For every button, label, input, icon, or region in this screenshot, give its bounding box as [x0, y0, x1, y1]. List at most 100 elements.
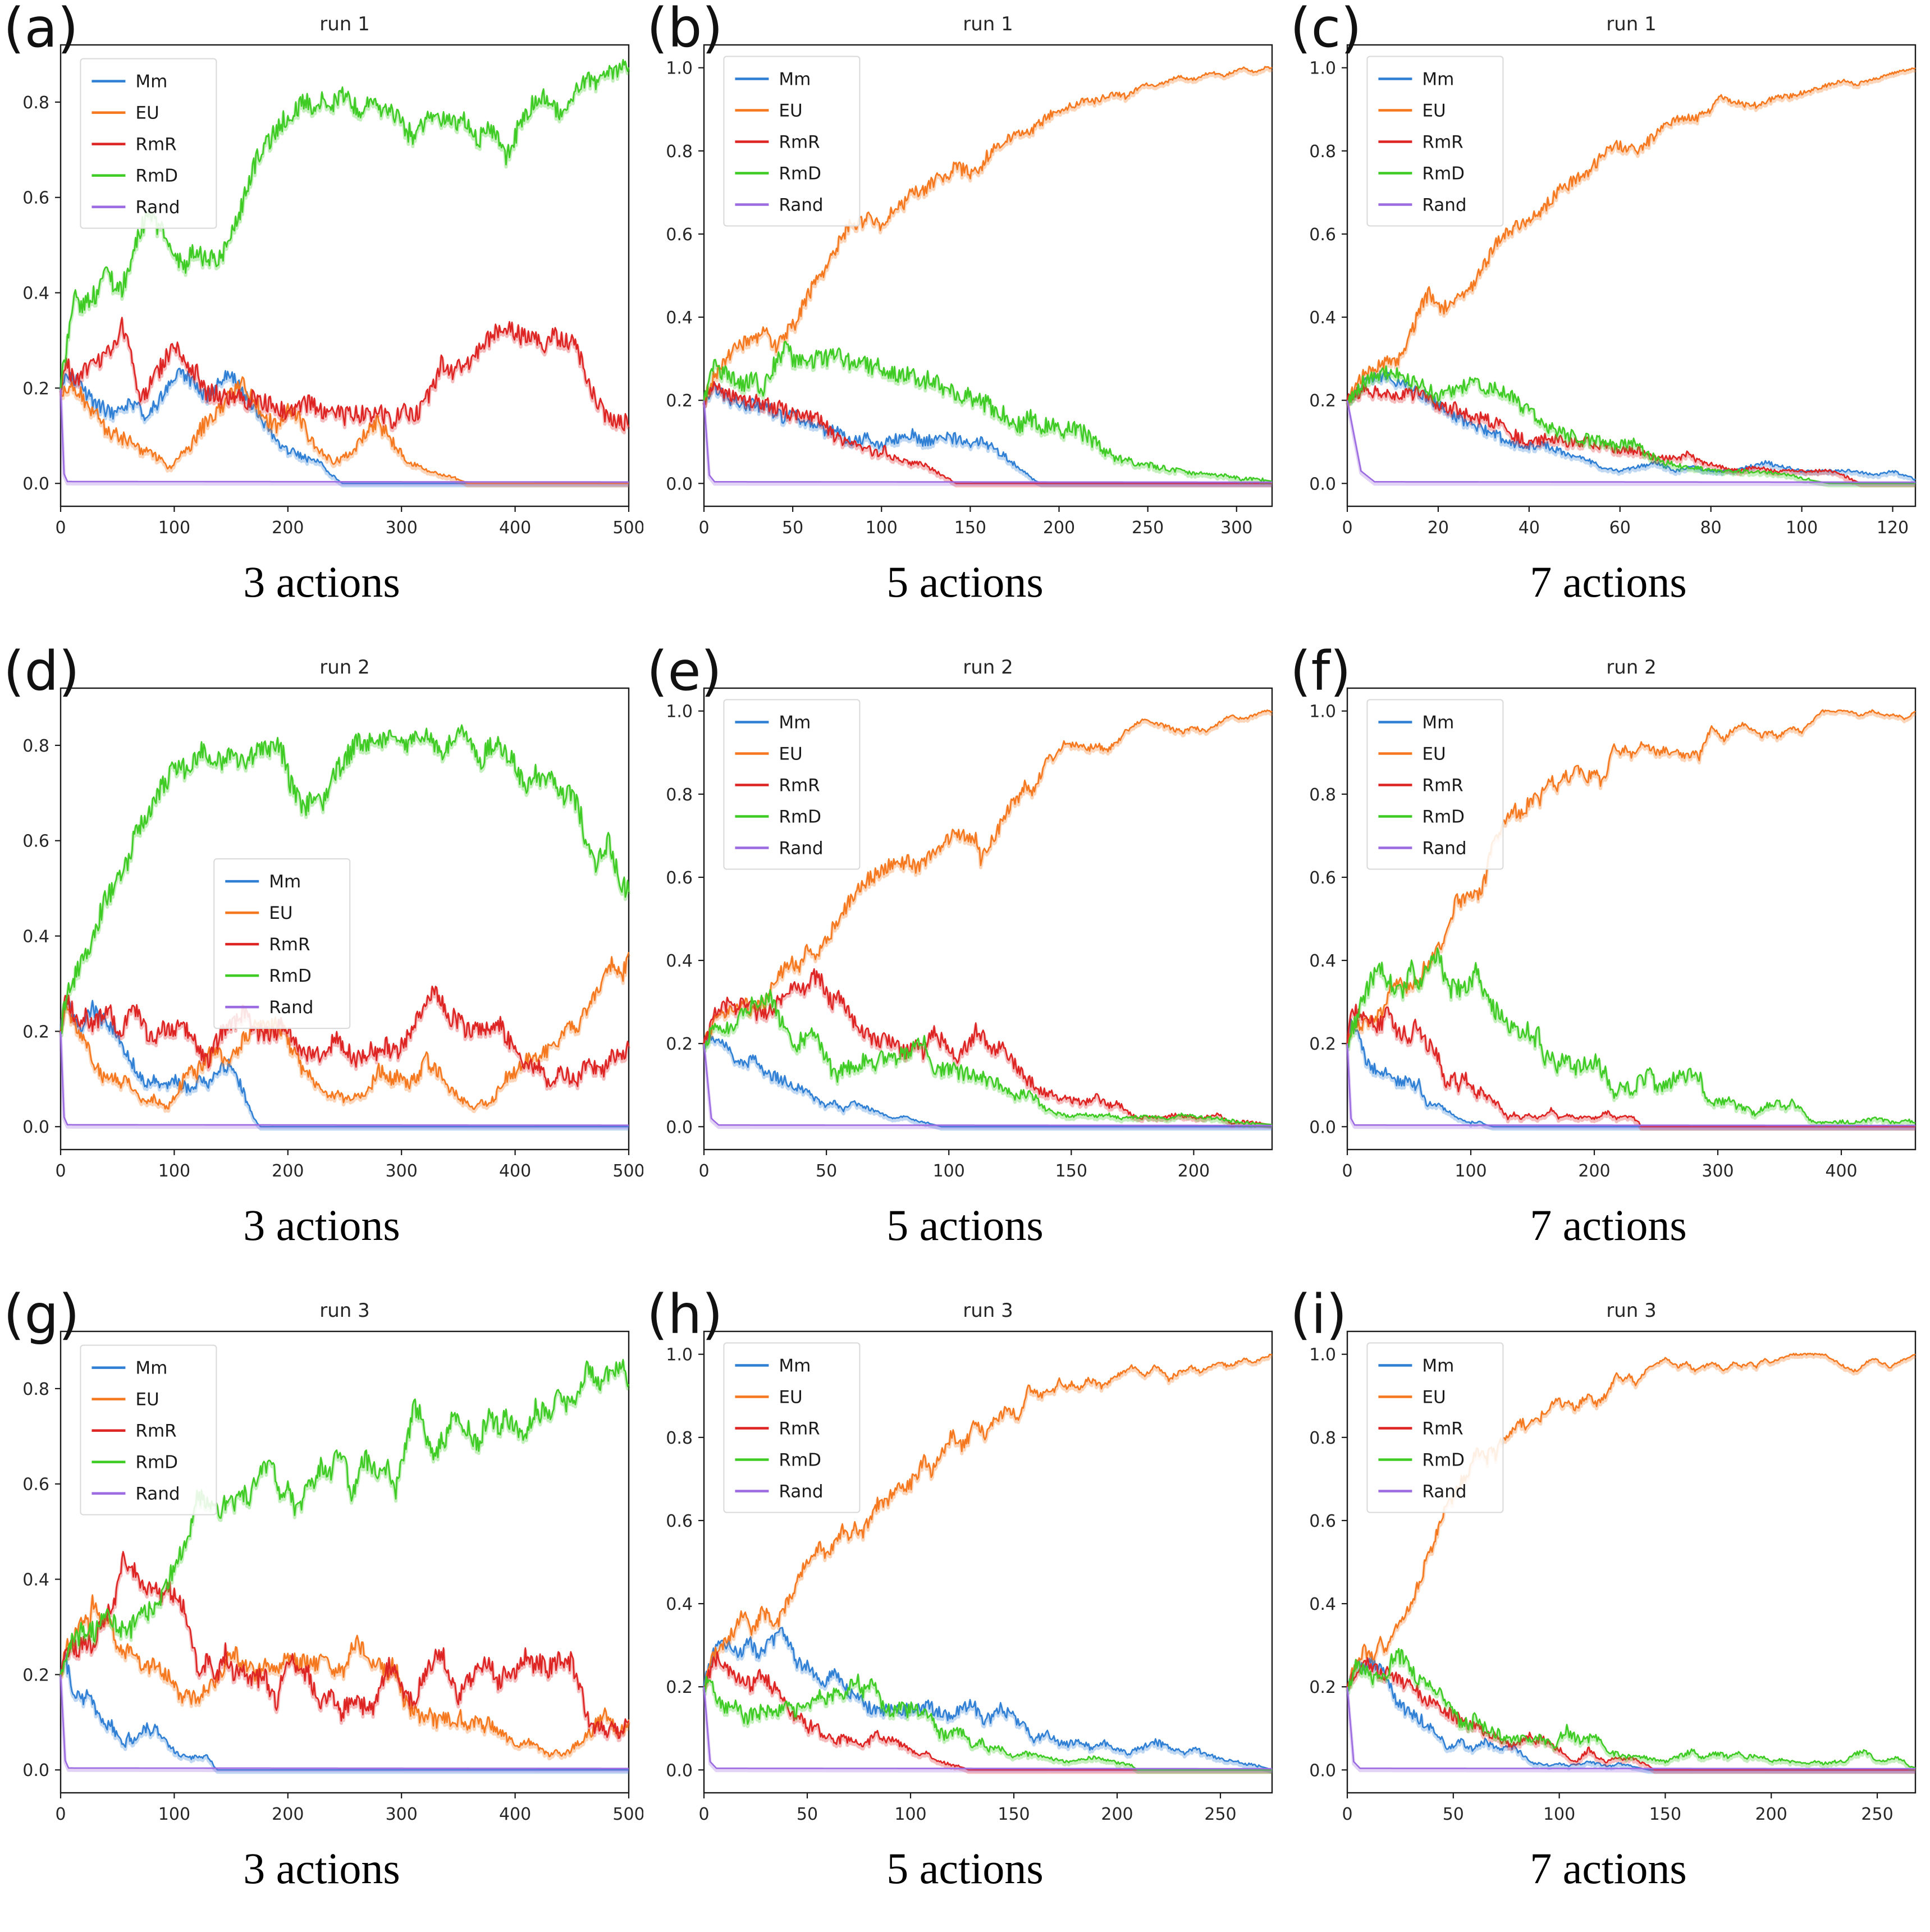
y-tick-label: 0.6 — [1309, 225, 1336, 245]
y-tick-label: 0.6 — [22, 189, 49, 208]
legend-box — [723, 1342, 861, 1513]
legend-label: RmR — [779, 132, 820, 153]
series-line-Mm — [1347, 1656, 1915, 1771]
panel-caption: 3 actions — [243, 557, 400, 606]
series-line-EU — [703, 709, 1273, 1044]
panel-caption: 5 actions — [886, 1201, 1044, 1249]
series-halo-Rand — [702, 402, 1273, 486]
chart-title: run 1 — [963, 13, 1013, 35]
x-tick-label: 200 — [272, 518, 304, 538]
legend: Mm EU RmR RmD Rand — [1366, 1342, 1504, 1513]
legend: Mm EU RmR RmD Rand — [723, 1342, 861, 1513]
legend-label: RmD — [779, 164, 821, 184]
x-tick-label: 50 — [1443, 1805, 1464, 1824]
series-line-RmR — [703, 968, 1273, 1125]
panel-letter: (c) — [1290, 0, 1362, 59]
series-halo-RmR — [703, 1652, 1273, 1774]
legend-label: RmD — [779, 1450, 821, 1471]
legend: Mm EU RmR RmD Rand — [1366, 699, 1504, 870]
series-line-EU — [703, 66, 1273, 405]
series-line-Rand — [60, 1031, 629, 1126]
series-halo-EU — [702, 67, 1273, 408]
x-tick-label: 100 — [894, 1805, 926, 1824]
series-line-RmD — [60, 1359, 630, 1675]
y-tick-label: 0.4 — [22, 927, 49, 947]
panel-g: (g) run 3 0 100 200 300 400 500 0.0 0.2 0.4 0.6 0.8 M… — [0, 1287, 643, 1930]
x-tick-label: 20 — [1428, 518, 1449, 538]
y-tick-label: 0.0 — [666, 1761, 693, 1780]
series-line-EU — [60, 376, 629, 484]
legend-label: Mm — [779, 713, 811, 733]
line-chart: run 3 0 50 100 150 200 250 0.0 0.2 0.4 0.6 0.8 1.0 Mm… — [666, 1299, 1273, 1824]
legend-label: EU — [1422, 101, 1446, 121]
y-tick-label: 1.0 — [666, 702, 693, 722]
x-tick-label: 0 — [698, 518, 709, 538]
series-halo-Rand — [702, 1688, 1273, 1773]
series-line-RmR — [60, 317, 630, 432]
x-tick-label: 0 — [1342, 518, 1352, 538]
legend-label: EU — [779, 744, 802, 764]
series-halo-RmR — [1346, 1658, 1916, 1774]
y-tick-label: 0.4 — [666, 1595, 693, 1614]
legend-label: RmR — [779, 776, 820, 796]
series-halo-RmD — [702, 1674, 1273, 1774]
axes-frame — [60, 1330, 630, 1794]
legend-label: RmD — [135, 166, 178, 186]
y-tick-label: 0.2 — [1309, 1034, 1336, 1054]
panel-caption: 3 actions — [243, 1844, 400, 1893]
y-tick-label: 0.8 — [666, 142, 693, 162]
series-line-Mm — [60, 1651, 629, 1771]
panel-f: (f) run 2 0 100 200 300 400 0.0 0.2 0.4 0.6 0.8 1.0 M… — [1287, 643, 1930, 1287]
x-tick-label: 0 — [1342, 1805, 1352, 1824]
panel-letter: (e) — [647, 640, 722, 703]
legend-label: EU — [779, 101, 802, 121]
panel-i: (i) run 3 0 50 100 150 200 250 0.0 0.2 0.4 0.6 0.8 1.… — [1287, 1287, 1930, 1930]
x-tick-label: 400 — [499, 1805, 531, 1824]
panel-caption: 5 actions — [886, 1844, 1044, 1893]
y-tick-label: 0.4 — [1309, 951, 1336, 971]
x-tick-label: 100 — [1786, 518, 1818, 538]
x-tick-label: 200 — [272, 1805, 304, 1824]
series-halo-Rand — [1346, 1688, 1916, 1773]
series-halo-EU — [1346, 68, 1917, 409]
legend-label: Mm — [1422, 1356, 1454, 1376]
x-tick-label: 0 — [698, 1805, 709, 1824]
legend-label: Mm — [779, 70, 811, 90]
x-tick-label: 500 — [612, 1161, 643, 1181]
panel-a: (a) run 1 0 100 200 300 400 500 0.0 0.2 0.4 0.6 0.8 M… — [0, 0, 643, 643]
x-tick-label: 100 — [1455, 1161, 1487, 1181]
x-tick-label: 120 — [1877, 518, 1909, 538]
series-halo-Rand — [702, 1045, 1273, 1129]
chart-title: run 2 — [1606, 656, 1657, 679]
legend-label: Mm — [135, 72, 167, 92]
series-halo-Rand — [59, 390, 629, 486]
legend-label: RmD — [779, 807, 821, 827]
series-halo-Rand — [1346, 1046, 1916, 1129]
legend-label: RmR — [1422, 132, 1463, 153]
x-tick-label: 500 — [612, 518, 643, 538]
y-tick-label: 0.8 — [22, 736, 49, 756]
x-tick-label: 80 — [1700, 518, 1722, 538]
legend: Mm EU RmR RmD Rand — [80, 1344, 217, 1516]
x-tick-label: 300 — [386, 1161, 418, 1181]
line-chart: run 2 0 100 200 300 400 500 0.0 0.2 0.4 0.6 0.8 Mm EU… — [22, 656, 643, 1181]
series-line-EU — [60, 1594, 630, 1757]
y-tick-label: 0.8 — [666, 785, 693, 805]
x-tick-label: 0 — [698, 1161, 709, 1181]
series-line-Mm — [703, 1627, 1273, 1771]
legend-label: EU — [779, 1388, 802, 1408]
panel-caption: 7 actions — [1530, 1844, 1687, 1893]
series-halo-RmR — [59, 1552, 630, 1742]
x-tick-label: 250 — [1204, 1805, 1236, 1824]
y-tick-label: 0.4 — [666, 951, 693, 971]
y-tick-label: 0.4 — [1309, 308, 1336, 328]
y-tick-label: 0.0 — [22, 474, 49, 494]
axes-frame — [703, 1330, 1273, 1794]
legend: Mm EU RmR RmD Rand — [723, 699, 861, 870]
panel-e: (e) run 2 0 50 100 150 200 0.0 0.2 0.4 0.6 0.8 1.0 Mm… — [643, 643, 1287, 1287]
legend-label: EU — [1422, 744, 1446, 764]
series-line-Mm — [703, 1032, 1272, 1128]
legend-box — [80, 58, 217, 229]
legend-box — [1366, 1342, 1504, 1513]
